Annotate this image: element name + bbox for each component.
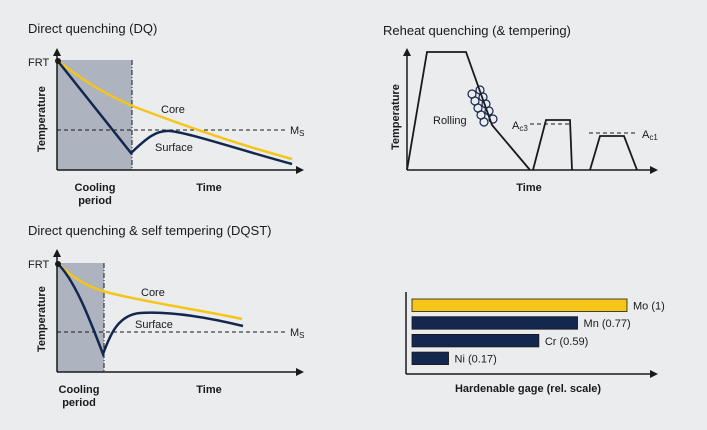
rq-panel: Reheat quenching (& tempering) Rolling A… bbox=[383, 23, 658, 194]
dqst-panel: Direct quenching & self tempering (DQST)… bbox=[28, 223, 305, 409]
bar-label-ni: Ni (0.17) bbox=[455, 354, 497, 366]
bar-mn bbox=[411, 316, 578, 330]
dqst-core-curve bbox=[56, 262, 243, 321]
dq-core-curve bbox=[56, 59, 293, 161]
dqst-y-label: Temperature bbox=[36, 286, 48, 352]
dq-y-label: Temperature bbox=[36, 86, 48, 152]
rq-temper-trapezoid bbox=[589, 135, 638, 171]
dqst-cooling-label-1: Cooling bbox=[59, 384, 100, 396]
rq-y-label: Temperature bbox=[390, 84, 402, 150]
rq-austenitize-rolling-path bbox=[406, 51, 531, 171]
dq-cooling-shade bbox=[57, 60, 132, 170]
bar-mo bbox=[411, 298, 628, 312]
dqst-ms-label: MS bbox=[290, 327, 305, 340]
bar-label-mo: Mo (1) bbox=[633, 301, 665, 313]
dqst-frt-label: FRT bbox=[28, 259, 49, 271]
rq-ac1-label: Ac1 bbox=[642, 129, 658, 142]
dq-surface-label: Surface bbox=[155, 142, 193, 154]
dqst-title: Direct quenching & self tempering (DQST) bbox=[28, 223, 271, 238]
dq-surface-curve bbox=[56, 59, 293, 166]
rq-rolling-label: Rolling bbox=[433, 115, 467, 127]
bar-ni bbox=[411, 351, 449, 366]
bar-label-mn: Mn (0.77) bbox=[584, 318, 631, 330]
dq-cooling-label-2: period bbox=[78, 195, 112, 207]
rq-x-label: Time bbox=[516, 182, 541, 194]
dqst-x-label: Time bbox=[196, 384, 221, 396]
hardenability-bar-chart: Hardenable gage (rel. scale) Mo (1)Mn (0… bbox=[405, 292, 665, 395]
dq-core-label: Core bbox=[161, 104, 185, 116]
bar-label-cr: Cr (0.59) bbox=[545, 336, 588, 348]
bar-x-label: Hardenable gage (rel. scale) bbox=[455, 383, 601, 395]
dq-frt-label: FRT bbox=[28, 57, 49, 69]
dqst-frt-point bbox=[55, 261, 61, 267]
dqst-cooling-label-2: period bbox=[62, 397, 96, 409]
dq-ms-label: MS bbox=[290, 125, 305, 138]
dq-panel: Direct quenching (DQ) FRT Temperature Co… bbox=[28, 21, 305, 207]
dq-cooling-label-1: Cooling bbox=[75, 182, 116, 194]
dq-x-label: Time bbox=[196, 182, 221, 194]
rq-reheat-trapezoid bbox=[532, 119, 573, 171]
rq-ac3-label: Ac3 bbox=[512, 120, 528, 133]
dqst-core-label: Core bbox=[141, 287, 165, 299]
dqst-surface-curve bbox=[56, 262, 244, 358]
dqst-surface-label: Surface bbox=[135, 319, 173, 331]
bar-cr bbox=[411, 333, 540, 348]
dqst-cooling-shade bbox=[57, 263, 104, 372]
rq-rolling-grains-icon bbox=[467, 85, 498, 127]
rq-title: Reheat quenching (& tempering) bbox=[383, 23, 571, 38]
dq-title: Direct quenching (DQ) bbox=[28, 21, 157, 36]
dq-frt-point bbox=[55, 58, 61, 64]
